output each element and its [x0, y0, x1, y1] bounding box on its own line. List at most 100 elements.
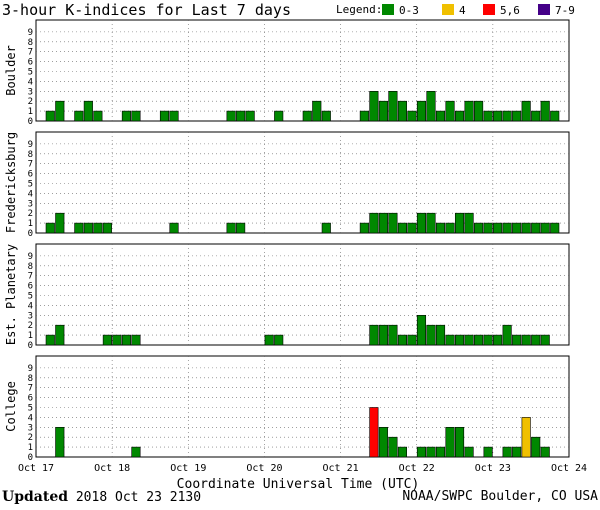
- y-tick-label: 1: [28, 443, 33, 453]
- kindex-bar: [112, 334, 122, 346]
- kindex-bar: [236, 110, 246, 122]
- kindex-bar: [540, 446, 550, 458]
- kindex-bar: [407, 110, 417, 122]
- kindex-bar: [464, 212, 474, 234]
- kindex-bar: [454, 110, 465, 122]
- kindex-bar: [512, 110, 522, 122]
- y-tick-label: 2: [28, 209, 33, 219]
- kindex-bar: [312, 100, 322, 122]
- kindex-bar: [236, 222, 246, 234]
- y-tick-label: 7: [28, 384, 33, 394]
- y-tick-label: 0: [28, 453, 33, 463]
- kindex-bar: [407, 222, 417, 234]
- kindex-bar: [397, 446, 407, 458]
- y-tick-label: 6: [28, 58, 33, 68]
- kindex-bar: [426, 212, 436, 234]
- panel-name: Fredericksburg: [4, 132, 18, 233]
- y-tick-label: 9: [28, 140, 33, 150]
- kindex-bar: [454, 426, 465, 458]
- updated-label: Updated: [2, 489, 69, 505]
- y-tick-label: 2: [28, 321, 33, 331]
- kindex-bar: [321, 110, 331, 122]
- kindex-bar: [512, 334, 522, 346]
- kindex-bar: [521, 334, 531, 346]
- y-tick-label: 0: [28, 117, 33, 127]
- panel-frame: [35, 131, 570, 234]
- kindex-bar: [483, 222, 493, 234]
- kindex-bar: [521, 100, 531, 122]
- panels: 0123456789Boulder0123456789Fredericksbur…: [4, 19, 587, 474]
- kindex-bar: [493, 334, 503, 346]
- kindex-bar: [55, 100, 65, 122]
- kindex-bar: [550, 110, 560, 122]
- y-tick-label: 8: [28, 262, 33, 272]
- y-tick-label: 3: [28, 311, 33, 321]
- kindex-bar: [388, 324, 398, 346]
- kindex-bar: [397, 334, 407, 346]
- kindex-bar: [416, 212, 427, 234]
- kindex-bar: [474, 334, 484, 346]
- panel-name: Est. Planetary: [4, 244, 18, 345]
- kindex-bar: [512, 222, 522, 234]
- chart-title: 3-hour K-indices for Last 7 days: [2, 1, 291, 19]
- kindex-bar: [378, 426, 388, 458]
- y-tick-label: 2: [28, 433, 33, 443]
- kindex-bar: [474, 100, 484, 122]
- kindex-bar: [74, 222, 84, 234]
- y-tick-label: 8: [28, 38, 33, 48]
- y-tick-label: 7: [28, 160, 33, 170]
- kindex-bar: [369, 90, 379, 122]
- kindex-bar: [445, 100, 455, 122]
- x-axis-label: Coordinate Universal Time (UTC): [177, 477, 420, 490]
- x-tick-label: Oct 18: [94, 463, 130, 474]
- kindex-bar: [502, 446, 512, 458]
- kindex-bar: [378, 100, 388, 122]
- kindex-bar: [321, 222, 331, 234]
- y-tick-label: 4: [28, 301, 33, 311]
- y-tick-label: 8: [28, 150, 33, 160]
- kindex-bar: [502, 324, 512, 346]
- kindex-bar: [45, 110, 55, 122]
- kindex-bar: [83, 100, 93, 122]
- kindex-bar: [378, 324, 388, 346]
- kindex-bar: [388, 212, 398, 234]
- y-tick-label: 5: [28, 67, 33, 77]
- kindex-bar: [397, 100, 407, 122]
- footer-updated: Updated 2018 Oct 23 2130: [2, 489, 201, 505]
- kindex-bar: [397, 222, 407, 234]
- kindex-bar: [454, 334, 465, 346]
- footer-source: NOAA/SWPC Boulder, CO USA: [402, 489, 598, 504]
- kindex-bar: [502, 222, 512, 234]
- kindex-bar: [55, 324, 65, 346]
- kindex-bar: [435, 110, 446, 122]
- y-tick-label: 4: [28, 77, 33, 87]
- kindex-bar: [378, 212, 388, 234]
- kindex-bar: [226, 222, 236, 234]
- y-tick-label: 7: [28, 48, 33, 58]
- kindex-bar: [159, 110, 170, 122]
- kindex-bar: [226, 110, 236, 122]
- kindex-bar: [264, 334, 274, 346]
- kindex-bar: [521, 417, 531, 458]
- kindex-bar: [121, 334, 131, 346]
- y-tick-label: 3: [28, 87, 33, 97]
- updated-value: 2018 Oct 23 2130: [75, 490, 202, 505]
- y-tick-label: 3: [28, 423, 33, 433]
- x-tick-label: Oct 24: [551, 463, 587, 474]
- y-tick-label: 9: [28, 252, 33, 262]
- y-tick-label: 4: [28, 189, 33, 199]
- kindex-bar: [540, 100, 550, 122]
- kindex-bar: [445, 426, 455, 458]
- kindex-bar: [540, 222, 550, 234]
- y-tick-label: 1: [28, 219, 33, 229]
- kindex-bar: [521, 222, 531, 234]
- kindex-bar: [416, 446, 427, 458]
- y-tick-label: 8: [28, 374, 33, 384]
- kindex-bar: [169, 110, 179, 122]
- kindex-bar: [83, 222, 93, 234]
- kindex-bar: [531, 110, 541, 122]
- kindex-bar: [274, 110, 284, 122]
- kindex-bar: [483, 334, 493, 346]
